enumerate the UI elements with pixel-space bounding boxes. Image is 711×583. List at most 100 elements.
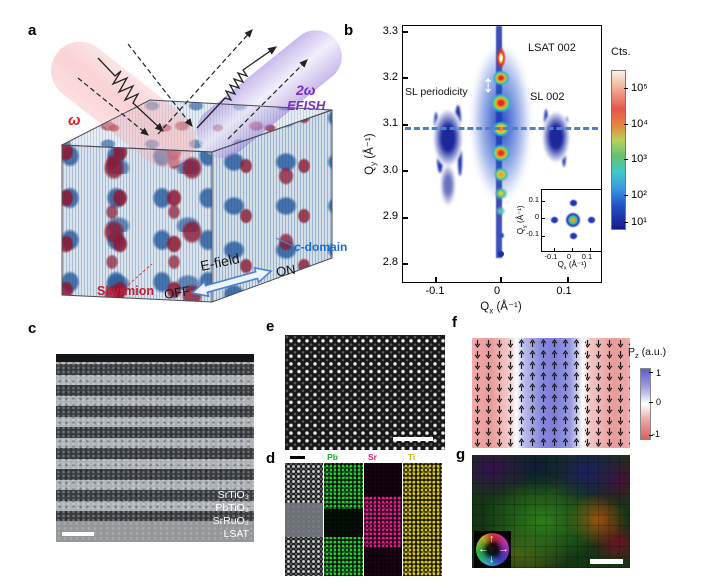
cbar-tick-1e3: 10³	[631, 153, 647, 165]
layer-label-pbtio3: PbTiO₃	[215, 502, 249, 514]
layer-label-lsat: LSAT	[223, 528, 249, 540]
cbar-tickmark	[624, 124, 628, 126]
inset-central-peak	[565, 212, 581, 228]
polarization-vector-map	[472, 338, 630, 448]
inset-xtick-0: 0	[566, 252, 572, 261]
panel-b-label: b	[344, 22, 354, 39]
pz-tickmark	[649, 402, 653, 404]
diffuse-lobe-left	[433, 109, 463, 167]
cbar-tick-1e2: 10²	[631, 189, 647, 201]
inset-tickmark	[542, 218, 545, 220]
b-ytickmark	[403, 217, 408, 219]
c-domain-label: c-domain	[294, 240, 348, 254]
pz-tickmark	[649, 372, 653, 374]
panel-f-label: f	[452, 314, 457, 331]
sl-002-annotation: SL 002	[530, 91, 565, 103]
lsat-002-peak	[496, 47, 506, 69]
pz-colorbar-label: Pz (a.u.)	[628, 346, 667, 361]
inset-satellite-bottom	[569, 232, 578, 240]
efish-label: EFISH	[287, 98, 326, 113]
pz-tick-m1: -1	[652, 429, 661, 439]
panel-g-label: g	[456, 446, 466, 463]
inset-tickmark	[554, 248, 556, 251]
inset-tickmark	[572, 248, 574, 251]
panel-d-label: d	[266, 450, 276, 467]
inset-xtick-0p1: 0.1	[581, 252, 593, 261]
lsat-substrate-region	[56, 521, 254, 542]
sl-002-peak	[491, 144, 511, 162]
b-xtickmark	[567, 277, 569, 282]
inset-y-axis-label: Qy (Å⁻¹)	[516, 205, 528, 235]
atomic-resolution-stem-image	[285, 335, 445, 450]
pz-tick-0: 0	[656, 397, 662, 407]
inset-satellite-top	[569, 199, 578, 207]
inset-tickmark	[542, 201, 545, 203]
cbar-tickmark	[624, 159, 628, 161]
inset-ytick-0: 0	[534, 212, 539, 221]
b-ytickmark	[403, 31, 408, 33]
sl-satellite-peak	[490, 93, 512, 113]
b-ytickmark	[403, 124, 408, 126]
panel-a-label: a	[28, 22, 37, 39]
b-ytick-3p2: 3.2	[382, 71, 398, 83]
counts-colorbar	[611, 70, 626, 230]
lsat-002-annotation: LSAT 002	[528, 42, 576, 54]
orientation-color-wheel-icon	[476, 533, 509, 566]
pz-colorbar	[640, 368, 651, 440]
sl-satellite-peak	[493, 167, 509, 182]
pz-tickmark	[649, 435, 653, 437]
scale-bar	[62, 532, 94, 536]
two-omega-label: 2ω	[296, 82, 316, 98]
rsm-plot: LSAT 002 SL 002 SL periodicity ↕ 0.1 0 -…	[402, 25, 602, 283]
inset-tickmark	[590, 248, 592, 251]
eds-map-pb	[324, 463, 363, 576]
panel-e-label: e	[266, 318, 275, 335]
eds-scalebar-box	[286, 452, 313, 463]
diffuse-lobe-right	[542, 111, 570, 163]
skyrmion-label: Skyrmion	[97, 284, 154, 298]
eds-label-pb: Pb	[324, 452, 341, 463]
pz-tick-1: 1	[656, 368, 662, 378]
omega-label: ω	[68, 112, 81, 129]
weak-peak	[498, 232, 505, 239]
b-ytick-2p8: 2.8	[382, 256, 398, 268]
b-ytick-3p0: 3.0	[382, 164, 398, 176]
eds-label-sr: Sr	[364, 452, 381, 463]
e-field-on-label: ON	[274, 261, 297, 280]
wheel-up-arrow-icon: ↑	[489, 533, 495, 545]
b-ytickmark	[403, 263, 408, 265]
sl-satellite-peak	[495, 206, 506, 216]
sl-satellite-peak	[494, 187, 508, 200]
inset-satellite-left	[550, 216, 559, 224]
cbar-tickmark	[624, 195, 628, 197]
colorbar-title: Cts.	[611, 46, 631, 58]
scale-bar	[393, 437, 433, 441]
sl-period-updown-arrow-icon: ↕	[482, 70, 495, 98]
rsm-inset-plot	[541, 189, 601, 252]
inset-xtick-m0p1: -0.1	[544, 252, 558, 261]
b-ytickmark	[403, 170, 408, 172]
cbar-tick-1e5: 10⁵	[631, 82, 648, 94]
wheel-right-arrow-icon: →	[498, 543, 509, 555]
b-xtickmark	[500, 277, 502, 282]
inset-tickmark	[542, 236, 545, 238]
b-ytickmark	[403, 77, 408, 79]
b-xtick-0p1: 0.1	[556, 285, 572, 297]
sl-satellite-peak	[492, 70, 510, 86]
inset-ytick-0p1: 0.1	[528, 195, 539, 204]
b-ytick-3p3: 3.3	[382, 25, 398, 37]
cbar-tickmark	[624, 88, 628, 90]
b-ytick-2p9: 2.9	[382, 210, 398, 222]
eds-stem-reference-column	[285, 463, 323, 576]
eds-map-sr	[364, 463, 402, 576]
diffuse-lobe-left-tail	[440, 164, 456, 206]
scale-bar	[590, 559, 623, 564]
wheel-left-arrow-icon: ←	[478, 543, 489, 555]
sample-front-face	[62, 145, 212, 302]
eds-label-ti: Ti	[403, 452, 420, 463]
scale-bar	[290, 456, 305, 459]
stem-cross-section-image: SrTiO₃ PbTiO₃ SrRuO₃ LSAT	[56, 354, 254, 542]
inset-satellite-right	[587, 216, 596, 224]
inset-ytick-m0p1: -0.1	[526, 229, 539, 238]
